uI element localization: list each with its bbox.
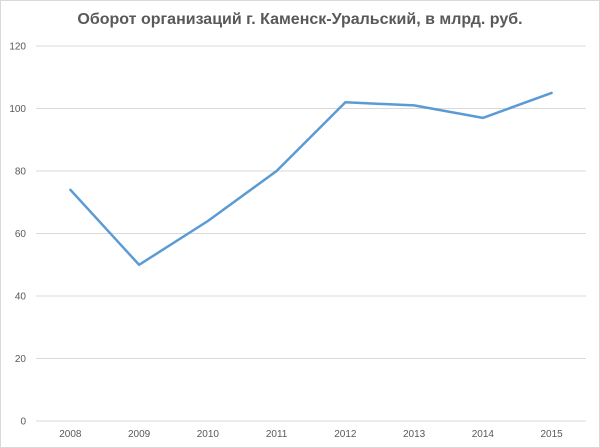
x-tick-label-2008: 2008 xyxy=(59,429,82,440)
y-tick-label-100: 100 xyxy=(9,104,26,115)
x-tick-label-2013: 2013 xyxy=(403,429,426,440)
data-point-2012 xyxy=(343,100,348,105)
data-point-2009 xyxy=(137,262,142,267)
x-tick-label-2010: 2010 xyxy=(197,429,220,440)
x-tick-label-2014: 2014 xyxy=(472,429,495,440)
data-point-2011 xyxy=(274,169,279,174)
y-tick-label-20: 20 xyxy=(15,354,27,365)
data-point-2013 xyxy=(412,103,417,108)
chart-title: Оборот организаций г. Каменск-Уральский,… xyxy=(77,11,523,28)
y-tick-label-40: 40 xyxy=(15,292,27,303)
data-point-2010 xyxy=(205,219,210,224)
y-tick-label-0: 0 xyxy=(20,417,26,428)
y-tick-label-60: 60 xyxy=(15,229,27,240)
data-point-2008 xyxy=(68,187,73,192)
y-tick-label-80: 80 xyxy=(15,167,27,178)
y-tick-label-120: 120 xyxy=(9,42,26,53)
x-tick-label-2012: 2012 xyxy=(334,429,357,440)
data-point-2014 xyxy=(480,115,485,120)
x-tick-label-2009: 2009 xyxy=(128,429,151,440)
data-point-2015 xyxy=(549,90,554,95)
x-tick-label-2015: 2015 xyxy=(541,429,564,440)
series-line-0 xyxy=(69,91,553,267)
x-tick-label-2011: 2011 xyxy=(266,429,288,440)
